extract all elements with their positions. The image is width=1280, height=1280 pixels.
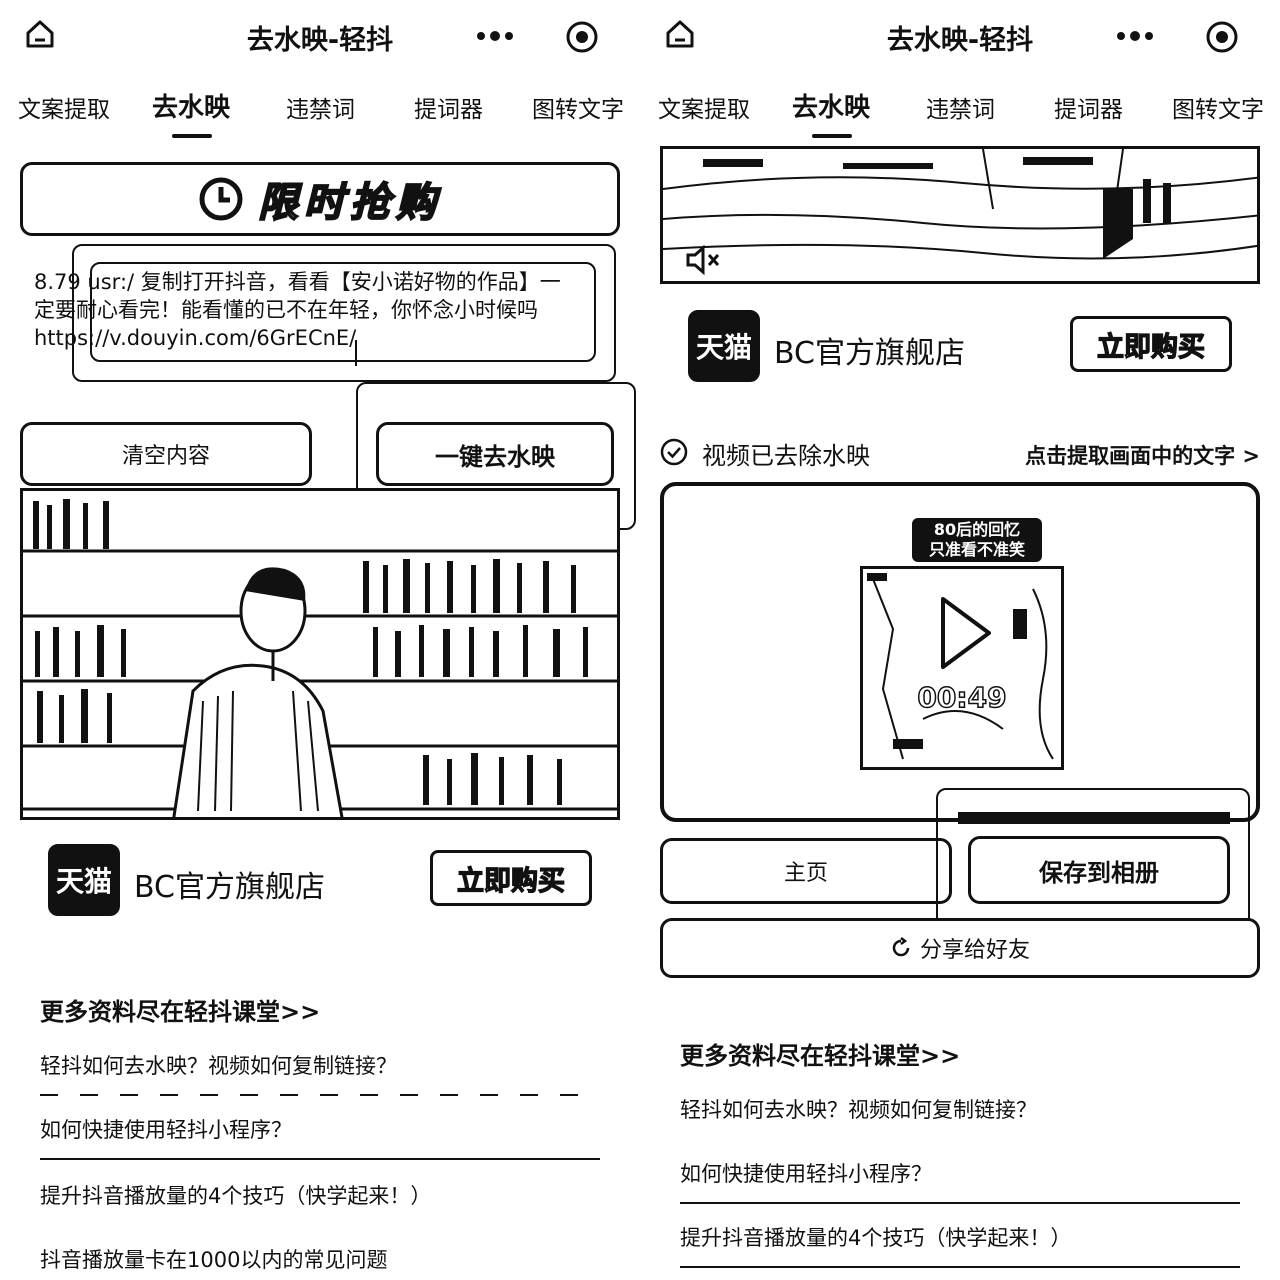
scenery-picture — [663, 149, 1257, 281]
article-link[interactable]: 提升抖音播放量的4个技巧（快学起来！） — [680, 1226, 1072, 1250]
article-link[interactable]: 如何快捷使用轻抖小程序？ — [680, 1162, 932, 1186]
tab-copy-extract[interactable]: 文案提取 — [18, 97, 110, 123]
right-screen: 去水映-轻抖 文案提取 去水映 违禁词 提词器 图转文字 — [640, 0, 1280, 1280]
tab-teleprompter[interactable]: 提词器 — [414, 97, 483, 123]
top-bar: 去水映-轻抖 — [640, 0, 1280, 72]
tab-remove-watermark[interactable]: 去水映 — [152, 93, 231, 123]
divider — [40, 1094, 600, 1096]
active-tab-underline — [172, 134, 212, 138]
bookshelf-picture — [23, 491, 617, 817]
tab-teleprompter[interactable]: 提词器 — [1054, 97, 1123, 123]
close-miniprogram-icon[interactable] — [1205, 20, 1239, 54]
clear-content-button[interactable]: 清空内容 — [20, 422, 312, 486]
active-tab-underline — [812, 134, 852, 138]
tab-remove-watermark[interactable]: 去水映 — [792, 93, 871, 123]
close-miniprogram-icon[interactable] — [565, 20, 599, 54]
video-caption-line-2: 只准看不准笑 — [928, 540, 1025, 559]
save-to-album-label: 保存到相册 — [1039, 858, 1159, 887]
remove-watermark-button[interactable]: 一键去水映 — [376, 422, 614, 486]
tab-banned-words[interactable]: 违禁词 — [926, 97, 995, 123]
app-title: 去水映-轻抖 — [246, 25, 394, 56]
tab-bar: 文案提取 去水映 违禁词 提词器 图转文字 — [640, 90, 1280, 140]
article-link[interactable]: 提升抖音播放量的4个技巧（快学起来！） — [40, 1184, 432, 1208]
tmall-logo-icon: 天猫 — [688, 310, 760, 382]
text-cursor — [355, 340, 357, 366]
status-row: 视频已去除水映 点击提取画面中的文字 > — [660, 434, 1260, 474]
flash-sale-banner[interactable]: 限时抢购 — [20, 162, 620, 236]
divider — [680, 1202, 1240, 1204]
video-preview-card[interactable]: 80后的回忆 只准看不准笑 00:49 — [660, 482, 1260, 822]
play-icon[interactable] — [935, 593, 995, 673]
video-duration: 00:49 — [917, 680, 1008, 715]
shop-name: BC官方旗舰店 — [134, 870, 326, 905]
text-selection-highlight — [90, 262, 596, 362]
ad-image-top[interactable] — [660, 146, 1260, 284]
buy-now-button[interactable]: 立即购买 — [1070, 316, 1232, 372]
divider — [680, 1266, 1240, 1268]
tab-copy-extract[interactable]: 文案提取 — [658, 97, 750, 123]
article-link[interactable]: 轻抖如何去水映？视频如何复制链接？ — [40, 1054, 397, 1078]
more-resources-link[interactable]: 更多资料尽在轻抖课堂>> — [40, 998, 321, 1026]
clock-icon — [199, 177, 243, 221]
home-icon[interactable] — [24, 18, 56, 50]
tab-image-to-text[interactable]: 图转文字 — [532, 97, 624, 123]
divider — [40, 1158, 600, 1160]
shop-row: 天猫 BC官方旗舰店 立即购买 — [640, 310, 1280, 390]
link-line-1: 8.79 usr:/ 复制打开抖音，看看【安小诺好物的作品】一 — [34, 270, 561, 294]
clear-content-label: 清空内容 — [121, 444, 210, 469]
app-title: 去水映-轻抖 — [886, 25, 1034, 56]
watermark-removed-status: 视频已去除水映 — [702, 442, 870, 470]
article-link[interactable]: 如何快捷使用轻抖小程序？ — [40, 1118, 292, 1142]
share-icon — [892, 937, 910, 957]
article-link[interactable]: 抖音播放量卡在1000以内的常见问题 — [40, 1248, 388, 1272]
share-to-friend-label: 分享给好友 — [919, 938, 1030, 963]
left-screen: 去水映-轻抖 文案提取 去水映 违禁词 提词器 图转文字 限时抢购 8.79 u… — [0, 0, 640, 1272]
video-caption: 80后的回忆 只准看不准笑 — [912, 518, 1042, 562]
home-button[interactable]: 主页 — [660, 838, 952, 904]
highlight-bar — [958, 812, 1230, 824]
tab-bar: 文案提取 去水映 违禁词 提词器 图转文字 — [0, 90, 640, 140]
video-caption-line-1: 80后的回忆 — [933, 520, 1021, 539]
shop-row: 天猫 BC官方旗舰店 立即购买 — [0, 844, 640, 924]
ad-image-bookshelf[interactable] — [20, 488, 620, 820]
extract-text-link[interactable]: 点击提取画面中的文字 > — [1025, 444, 1260, 468]
more-icon[interactable] — [1115, 28, 1155, 44]
home-icon[interactable] — [664, 18, 696, 50]
tab-image-to-text[interactable]: 图转文字 — [1172, 97, 1264, 123]
remove-watermark-label: 一键去水映 — [435, 442, 555, 471]
link-line-2: 定要耐心看完！能看懂的已不在年轻，你怀念小时候吗 — [34, 298, 538, 322]
article-link[interactable]: 轻抖如何去水映？视频如何复制链接？ — [680, 1098, 1037, 1122]
mute-icon[interactable] — [685, 245, 721, 275]
text-selection-popup — [72, 244, 616, 382]
top-bar: 去水映-轻抖 — [0, 0, 640, 72]
more-icon[interactable] — [475, 28, 515, 44]
share-link-input[interactable]: 8.79 usr:/ 复制打开抖音，看看【安小诺好物的作品】一 定要耐心看完！能… — [20, 258, 620, 398]
share-to-friend-button[interactable]: 分享给好友 — [660, 918, 1260, 978]
more-resources-link[interactable]: 更多资料尽在轻抖课堂>> — [680, 1042, 961, 1070]
flash-sale-label: 限时抢购 — [257, 179, 442, 227]
check-circle-icon — [660, 438, 688, 466]
video-thumbnail[interactable]: 00:49 — [860, 566, 1064, 770]
buy-now-button[interactable]: 立即购买 — [430, 850, 592, 906]
video-thumbnail-picture — [863, 569, 1061, 767]
home-button-label: 主页 — [783, 861, 828, 886]
save-to-album-button[interactable]: 保存到相册 — [968, 836, 1230, 904]
tab-banned-words[interactable]: 违禁词 — [286, 97, 355, 123]
link-line-3: https://v.douyin.com/6GrECnE/ — [34, 326, 357, 350]
shop-name: BC官方旗舰店 — [774, 336, 966, 371]
tmall-logo-icon: 天猫 — [48, 844, 120, 916]
